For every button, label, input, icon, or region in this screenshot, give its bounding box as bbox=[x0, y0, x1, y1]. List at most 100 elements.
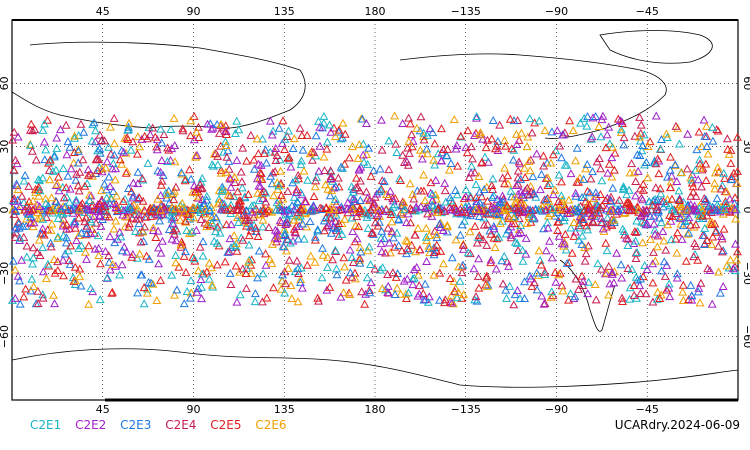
observation-marker bbox=[95, 295, 105, 304]
observation-marker bbox=[241, 213, 251, 222]
observation-marker bbox=[510, 219, 520, 228]
observation-marker bbox=[278, 241, 288, 250]
observation-marker bbox=[124, 125, 133, 134]
observation-marker bbox=[93, 204, 103, 213]
observation-marker bbox=[296, 274, 306, 283]
observation-marker bbox=[186, 116, 196, 125]
observation-marker bbox=[84, 241, 94, 250]
observation-marker bbox=[396, 176, 406, 185]
observation-marker bbox=[632, 150, 642, 159]
observation-marker bbox=[356, 176, 365, 185]
observation-marker bbox=[310, 257, 320, 266]
observation-marker bbox=[592, 157, 602, 166]
observation-marker bbox=[607, 268, 617, 277]
observation-marker bbox=[46, 238, 56, 247]
observation-marker bbox=[456, 131, 466, 140]
top-lon-tick-label: 135 bbox=[274, 5, 295, 18]
observation-marker bbox=[156, 190, 166, 199]
observation-marker bbox=[319, 226, 329, 235]
observation-marker bbox=[423, 209, 433, 218]
observation-marker bbox=[246, 130, 256, 139]
observation-marker bbox=[38, 267, 48, 276]
observation-marker bbox=[656, 189, 666, 198]
observation-marker bbox=[566, 169, 576, 178]
observation-marker bbox=[168, 218, 178, 227]
observation-marker bbox=[102, 193, 112, 202]
observation-marker bbox=[607, 153, 617, 162]
observation-marker bbox=[529, 189, 539, 198]
observation-marker bbox=[280, 228, 290, 237]
observation-marker bbox=[134, 219, 144, 228]
observation-marker bbox=[99, 179, 109, 188]
observation-marker bbox=[258, 194, 268, 203]
observation-marker bbox=[49, 152, 59, 161]
observation-marker bbox=[730, 266, 740, 275]
top-lon-tick-label: 45 bbox=[96, 5, 110, 18]
observation-marker bbox=[262, 293, 272, 302]
observation-marker bbox=[18, 221, 28, 230]
observation-marker bbox=[504, 261, 514, 270]
observation-marker bbox=[379, 234, 389, 243]
observation-marker bbox=[368, 202, 378, 211]
observation-marker bbox=[135, 142, 145, 151]
observation-marker bbox=[547, 253, 557, 262]
observation-marker bbox=[579, 174, 589, 183]
observation-marker bbox=[541, 205, 551, 214]
observation-marker bbox=[252, 134, 262, 143]
coast-antarctica bbox=[11, 348, 739, 388]
observation-marker bbox=[280, 230, 290, 239]
observation-marker bbox=[710, 168, 720, 177]
observation-marker bbox=[703, 264, 713, 273]
observation-marker bbox=[399, 158, 409, 167]
observation-marker bbox=[582, 121, 592, 130]
observation-marker bbox=[428, 195, 437, 204]
observation-marker bbox=[126, 145, 136, 154]
observation-marker bbox=[41, 199, 51, 208]
observation-marker bbox=[686, 191, 696, 200]
observation-marker bbox=[105, 122, 115, 131]
observation-marker bbox=[205, 206, 215, 215]
observation-marker bbox=[275, 155, 285, 164]
observation-marker bbox=[411, 247, 421, 256]
observation-marker bbox=[341, 275, 351, 284]
observation-marker bbox=[440, 298, 449, 307]
observation-marker bbox=[558, 205, 568, 214]
observation-marker bbox=[366, 278, 376, 287]
observation-marker bbox=[270, 167, 280, 176]
observation-marker bbox=[146, 211, 156, 220]
observation-marker bbox=[567, 248, 577, 257]
observation-marker bbox=[171, 258, 181, 267]
observation-marker bbox=[471, 192, 481, 201]
observation-marker bbox=[490, 243, 500, 252]
observation-marker bbox=[331, 132, 340, 141]
observation-marker bbox=[541, 246, 551, 255]
observation-marker bbox=[606, 192, 616, 201]
observation-marker bbox=[607, 269, 617, 278]
observation-marker bbox=[87, 136, 97, 145]
observation-marker bbox=[109, 224, 119, 233]
observation-marker bbox=[434, 202, 444, 211]
observation-marker bbox=[381, 204, 391, 213]
observation-marker bbox=[9, 196, 19, 205]
observation-marker bbox=[409, 265, 419, 274]
observation-marker bbox=[258, 222, 268, 231]
observation-marker bbox=[322, 137, 332, 146]
observation-marker bbox=[119, 147, 129, 156]
observation-marker bbox=[421, 294, 431, 303]
observation-marker bbox=[326, 127, 336, 136]
observation-marker bbox=[128, 193, 138, 202]
observation-marker bbox=[176, 242, 186, 251]
observation-marker bbox=[475, 128, 485, 137]
observation-marker bbox=[182, 287, 192, 296]
observation-marker bbox=[61, 120, 71, 129]
observation-marker bbox=[617, 273, 627, 282]
observation-marker bbox=[9, 209, 19, 218]
observation-marker bbox=[19, 232, 29, 241]
observation-marker bbox=[481, 209, 491, 218]
observation-marker bbox=[534, 116, 544, 125]
observation-marker bbox=[581, 164, 591, 173]
observation-marker bbox=[292, 197, 302, 206]
observation-marker bbox=[75, 205, 85, 214]
observation-marker bbox=[627, 159, 637, 168]
